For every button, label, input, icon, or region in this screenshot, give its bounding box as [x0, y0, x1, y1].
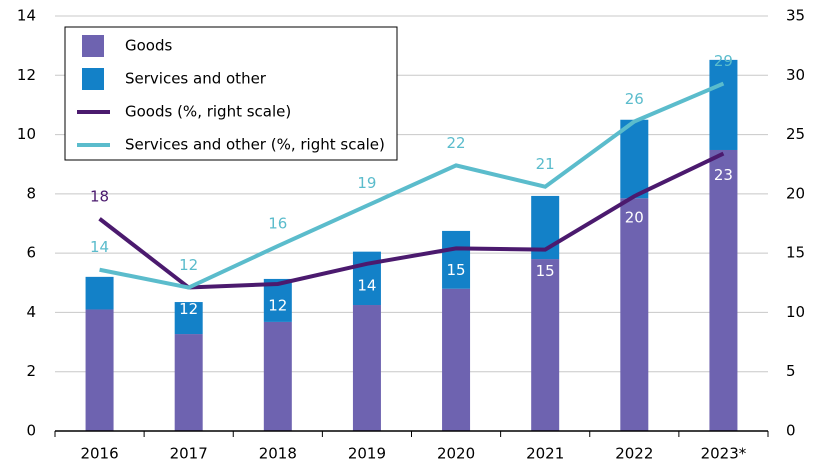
- y-tick-label: 12: [17, 66, 36, 84]
- x-tick-label: 2023*: [701, 445, 747, 463]
- data-label: 14: [90, 238, 109, 256]
- bar: [174, 334, 203, 431]
- y-tick-label: 10: [17, 125, 36, 143]
- x-tick-label: 2017: [170, 445, 208, 463]
- data-label: 23: [714, 166, 733, 184]
- data-label: 29: [714, 52, 733, 70]
- y2-tick-label: 30: [786, 66, 805, 84]
- bar: [531, 259, 560, 431]
- y-tick-label: 2: [26, 362, 36, 380]
- legend-swatch: [82, 68, 104, 90]
- legend-box: [64, 26, 398, 161]
- data-label: 16: [268, 215, 287, 233]
- line: [98, 151, 725, 290]
- y-tick-label: 14: [17, 7, 36, 25]
- data-label: 22: [447, 134, 466, 152]
- x-tick-label: 2020: [437, 445, 475, 463]
- line: [99, 81, 725, 290]
- y2-tick-label: 5: [786, 362, 796, 380]
- bar: [620, 198, 649, 431]
- y-tick-label: 0: [26, 422, 36, 440]
- bar: [174, 302, 203, 335]
- y2-tick-label: 20: [786, 184, 805, 202]
- x-tick-label: 2022: [615, 445, 653, 463]
- bar: [263, 321, 292, 431]
- y-tick-label: 4: [26, 303, 36, 321]
- legend-label: Services and other (%, right scale): [125, 136, 385, 154]
- bar: [442, 288, 471, 431]
- y2-tick-label: 35: [786, 7, 805, 25]
- x-tick-label: 2016: [80, 445, 118, 463]
- data-label: 12: [268, 296, 287, 314]
- y2-tick-label: 25: [786, 125, 805, 143]
- data-label: 19: [357, 174, 376, 192]
- data-label: 15: [447, 261, 466, 279]
- y-tick-label: 8: [26, 184, 36, 202]
- bar: [709, 59, 738, 150]
- data-label: 20: [625, 209, 644, 227]
- data-label: 14: [357, 276, 376, 294]
- legend-label: Goods: [125, 37, 172, 55]
- x-tick-label: 2018: [259, 445, 297, 463]
- legend-label: Goods (%, right scale): [125, 103, 291, 121]
- bar: [85, 276, 114, 310]
- bar: [709, 149, 738, 431]
- x-tick-label: 2019: [348, 445, 386, 463]
- data-label: 21: [536, 155, 555, 173]
- bar: [442, 230, 471, 289]
- data-label: 12: [179, 300, 198, 318]
- x-tick-label: 2021: [526, 445, 564, 463]
- data-label: 15: [536, 262, 555, 280]
- y2-tick-label: 15: [786, 244, 805, 262]
- data-label: 26: [625, 90, 644, 108]
- bar: [352, 305, 381, 431]
- bar: [85, 309, 114, 431]
- y-tick-label: 6: [26, 244, 36, 262]
- y2-tick-label: 10: [786, 303, 805, 321]
- legend-swatch: [82, 35, 104, 57]
- data-label: 18: [90, 187, 109, 205]
- data-label: 12: [179, 256, 198, 274]
- y2-tick-label: 0: [786, 422, 796, 440]
- legend-label: Services and other: [125, 70, 267, 88]
- bar: [620, 119, 649, 199]
